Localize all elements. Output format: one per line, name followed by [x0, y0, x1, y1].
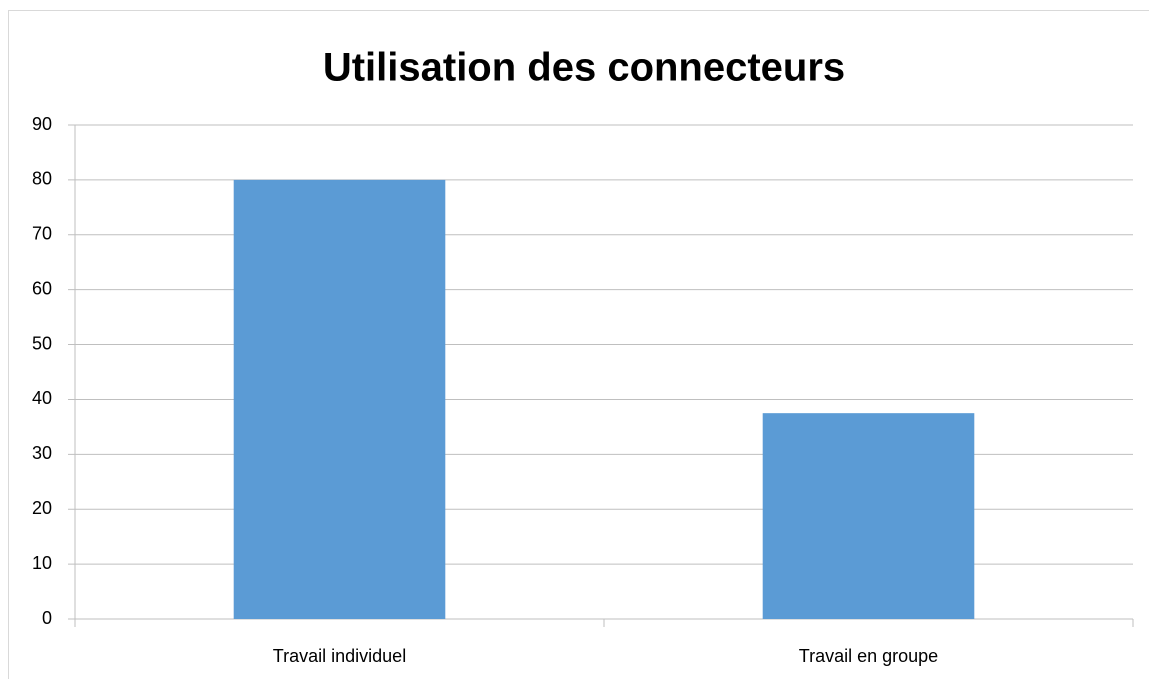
y-tick-label: 60 [32, 278, 52, 298]
y-tick-label: 0 [42, 608, 52, 628]
bar [234, 180, 446, 619]
x-tick-label: Travail individuel [273, 646, 406, 666]
chart-title: Utilisation des connecteurs [323, 46, 845, 90]
y-tick-label: 20 [32, 498, 52, 518]
y-tick-label: 90 [32, 114, 52, 134]
y-tick-label: 30 [32, 443, 52, 463]
bar [763, 413, 975, 619]
y-tick-label: 70 [32, 224, 52, 244]
y-tick-label: 10 [32, 553, 52, 573]
y-tick-label: 40 [32, 388, 52, 408]
x-tick-label: Travail en groupe [799, 646, 938, 666]
y-tick-label: 50 [32, 333, 52, 353]
y-tick-label: 80 [32, 169, 52, 189]
